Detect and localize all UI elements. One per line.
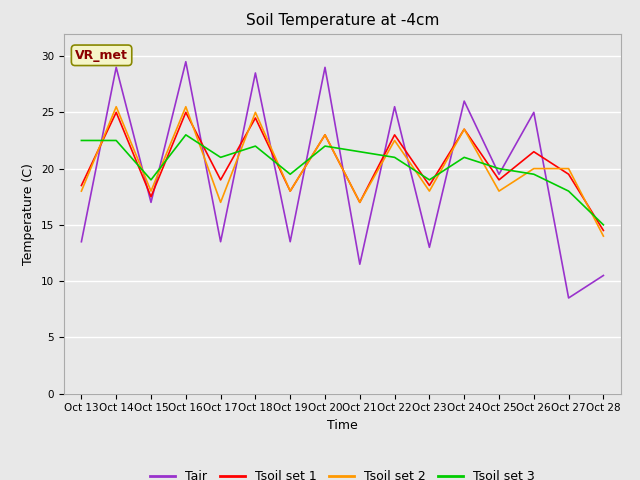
Legend: Tair, Tsoil set 1, Tsoil set 2, Tsoil set 3: Tair, Tsoil set 1, Tsoil set 2, Tsoil se… (145, 465, 540, 480)
Y-axis label: Temperature (C): Temperature (C) (22, 163, 35, 264)
Text: VR_met: VR_met (75, 49, 128, 62)
X-axis label: Time: Time (327, 419, 358, 432)
Title: Soil Temperature at -4cm: Soil Temperature at -4cm (246, 13, 439, 28)
